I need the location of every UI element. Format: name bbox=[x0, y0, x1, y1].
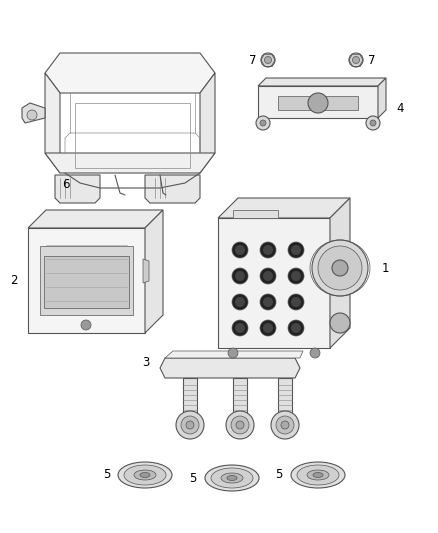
Text: 7: 7 bbox=[368, 53, 375, 67]
Polygon shape bbox=[28, 228, 145, 333]
Circle shape bbox=[330, 313, 350, 333]
Circle shape bbox=[263, 323, 273, 333]
Text: 1: 1 bbox=[382, 262, 389, 274]
Circle shape bbox=[235, 297, 245, 307]
Circle shape bbox=[181, 416, 199, 434]
Circle shape bbox=[260, 120, 266, 126]
Text: 4: 4 bbox=[396, 101, 403, 115]
Circle shape bbox=[288, 242, 304, 258]
Polygon shape bbox=[200, 73, 215, 173]
Polygon shape bbox=[233, 378, 247, 418]
Ellipse shape bbox=[211, 468, 253, 488]
Ellipse shape bbox=[134, 470, 156, 480]
Polygon shape bbox=[183, 378, 197, 418]
Circle shape bbox=[263, 297, 273, 307]
Text: 5: 5 bbox=[276, 469, 283, 481]
Circle shape bbox=[27, 110, 37, 120]
Circle shape bbox=[308, 93, 328, 113]
Circle shape bbox=[291, 297, 301, 307]
Circle shape bbox=[265, 56, 272, 63]
Circle shape bbox=[232, 268, 248, 284]
Ellipse shape bbox=[297, 465, 339, 485]
Polygon shape bbox=[45, 53, 215, 93]
Polygon shape bbox=[145, 175, 200, 203]
Ellipse shape bbox=[307, 470, 329, 480]
Circle shape bbox=[176, 411, 204, 439]
Text: 5: 5 bbox=[190, 472, 197, 484]
Polygon shape bbox=[22, 103, 45, 123]
Polygon shape bbox=[145, 210, 163, 333]
Polygon shape bbox=[45, 153, 215, 173]
Circle shape bbox=[232, 242, 248, 258]
Polygon shape bbox=[278, 378, 292, 418]
Circle shape bbox=[232, 320, 248, 336]
Polygon shape bbox=[258, 78, 386, 86]
Circle shape bbox=[263, 245, 273, 255]
Circle shape bbox=[231, 416, 249, 434]
Ellipse shape bbox=[205, 465, 259, 491]
Polygon shape bbox=[233, 210, 278, 218]
Circle shape bbox=[186, 421, 194, 429]
Polygon shape bbox=[55, 175, 100, 203]
Circle shape bbox=[232, 294, 248, 310]
Polygon shape bbox=[160, 358, 300, 378]
Ellipse shape bbox=[227, 475, 237, 481]
Circle shape bbox=[332, 260, 348, 276]
Polygon shape bbox=[45, 73, 60, 173]
Text: 3: 3 bbox=[143, 357, 150, 369]
Ellipse shape bbox=[221, 473, 243, 483]
Polygon shape bbox=[28, 210, 163, 228]
Circle shape bbox=[260, 268, 276, 284]
Circle shape bbox=[256, 116, 270, 130]
Circle shape bbox=[260, 320, 276, 336]
Ellipse shape bbox=[118, 462, 172, 488]
Circle shape bbox=[235, 245, 245, 255]
Text: 2: 2 bbox=[11, 274, 18, 287]
Polygon shape bbox=[330, 198, 350, 348]
Circle shape bbox=[288, 268, 304, 284]
Circle shape bbox=[281, 421, 289, 429]
Polygon shape bbox=[44, 256, 129, 308]
Polygon shape bbox=[258, 86, 378, 118]
Circle shape bbox=[260, 294, 276, 310]
Circle shape bbox=[349, 53, 363, 67]
Polygon shape bbox=[218, 198, 350, 218]
Circle shape bbox=[263, 271, 273, 281]
Ellipse shape bbox=[313, 472, 323, 478]
Polygon shape bbox=[165, 351, 303, 358]
Polygon shape bbox=[278, 96, 358, 110]
Circle shape bbox=[236, 421, 244, 429]
Polygon shape bbox=[40, 246, 133, 315]
Circle shape bbox=[81, 320, 91, 330]
Polygon shape bbox=[143, 259, 149, 283]
Circle shape bbox=[291, 323, 301, 333]
Polygon shape bbox=[378, 78, 386, 118]
Circle shape bbox=[235, 271, 245, 281]
Circle shape bbox=[260, 242, 276, 258]
Ellipse shape bbox=[140, 472, 150, 478]
Polygon shape bbox=[218, 218, 330, 348]
Circle shape bbox=[228, 348, 238, 358]
Circle shape bbox=[288, 294, 304, 310]
Circle shape bbox=[353, 56, 360, 63]
Text: 5: 5 bbox=[102, 469, 110, 481]
Circle shape bbox=[312, 240, 368, 296]
Circle shape bbox=[318, 246, 362, 290]
Circle shape bbox=[261, 53, 275, 67]
Circle shape bbox=[291, 245, 301, 255]
Circle shape bbox=[310, 348, 320, 358]
Circle shape bbox=[366, 116, 380, 130]
Circle shape bbox=[226, 411, 254, 439]
Circle shape bbox=[291, 271, 301, 281]
Ellipse shape bbox=[291, 462, 345, 488]
Text: 6: 6 bbox=[62, 179, 70, 191]
Circle shape bbox=[370, 120, 376, 126]
Circle shape bbox=[271, 411, 299, 439]
Circle shape bbox=[276, 416, 294, 434]
Text: 7: 7 bbox=[248, 53, 256, 67]
Circle shape bbox=[235, 323, 245, 333]
Circle shape bbox=[288, 320, 304, 336]
Ellipse shape bbox=[124, 465, 166, 485]
